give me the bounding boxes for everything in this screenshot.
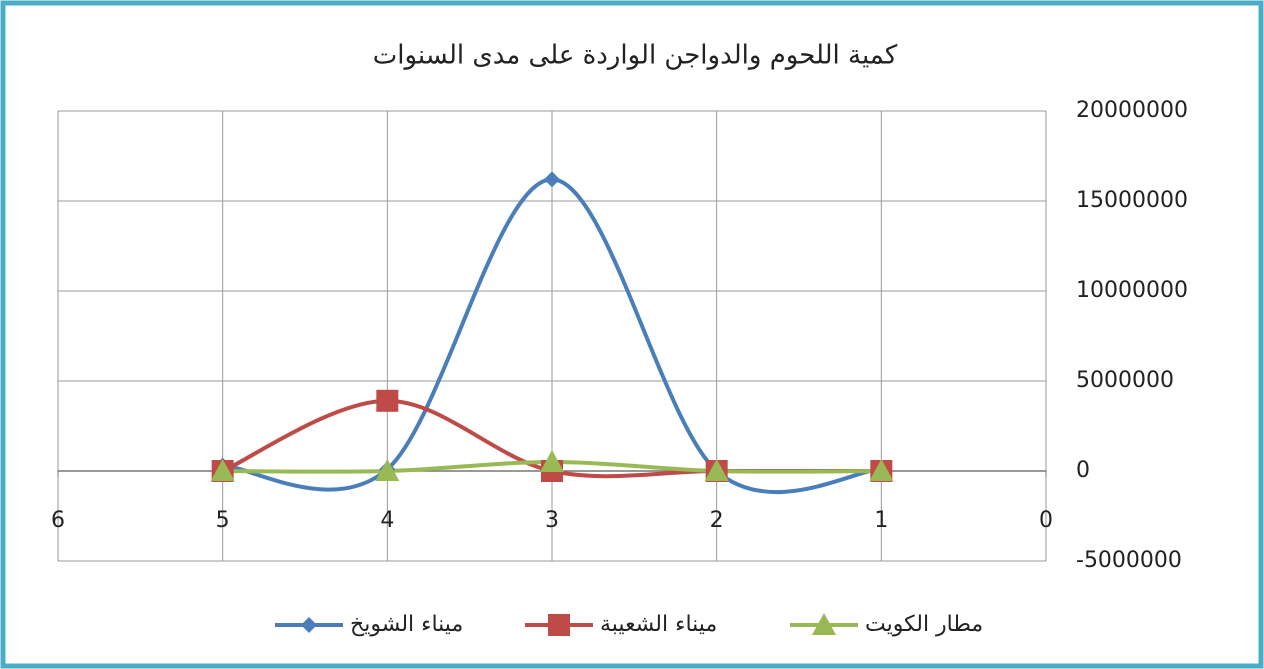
marker	[869, 459, 894, 481]
legend-marker	[812, 613, 836, 635]
y-tick-label: 15000000	[1076, 188, 1188, 213]
marker	[544, 171, 560, 188]
x-tick-label: 6	[51, 508, 65, 533]
legend-marker	[548, 614, 570, 636]
y-tick-label: -5000000	[1076, 548, 1182, 573]
x-tick-label: 5	[216, 508, 230, 533]
y-tick-label: 5000000	[1076, 368, 1174, 393]
marker	[375, 459, 400, 481]
x-tick-label: 4	[380, 508, 394, 533]
x-tick-label: 1	[874, 508, 888, 533]
chart-title: كمية اللحوم والدواجن الواردة على مدى الس…	[373, 41, 898, 71]
x-tick-label: 3	[545, 508, 559, 533]
x-tick-label: 2	[710, 508, 724, 533]
legend-marker	[301, 617, 317, 633]
marker	[376, 389, 399, 412]
marker	[540, 450, 564, 472]
legend-label: ميناء الشويخ	[350, 612, 463, 637]
legend-label: مطار الكويت	[865, 612, 983, 637]
x-tick-label: 0	[1039, 508, 1053, 533]
y-tick-label: 10000000	[1076, 278, 1188, 303]
legend-label: ميناء الشعيبة	[600, 612, 717, 637]
y-tick-label: 0	[1076, 458, 1090, 483]
y-tick-label: 20000000	[1076, 98, 1188, 123]
marker	[704, 459, 729, 481]
marker	[210, 459, 235, 481]
